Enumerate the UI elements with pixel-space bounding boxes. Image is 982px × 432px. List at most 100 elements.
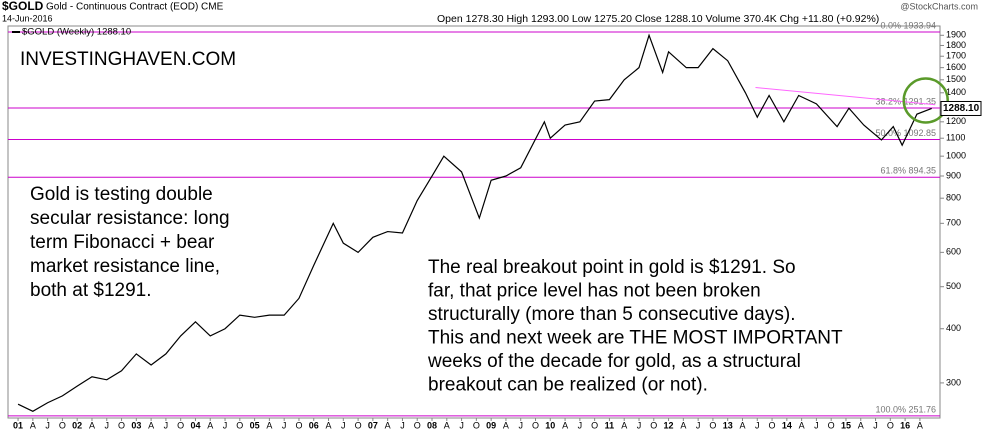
fib-label: 100.0% 251.76 <box>875 404 936 414</box>
x-tick-label: A <box>89 420 95 430</box>
x-tick-label: 08 <box>427 420 437 430</box>
x-tick-label: J <box>518 420 523 430</box>
x-tick-label: 09 <box>486 420 496 430</box>
y-tick-label: 700 <box>946 218 961 228</box>
x-tick-label: A <box>917 420 923 430</box>
x-tick-label: A <box>30 420 36 430</box>
x-tick-label: 11 <box>605 420 615 430</box>
y-tick-label: 1400 <box>946 87 966 97</box>
x-tick-label: A <box>385 420 391 430</box>
chart-subtitle: Gold - Continuous Contract (EOD) CME <box>46 2 224 13</box>
fib-label: 0.0% 1933.94 <box>880 20 936 30</box>
x-tick-label: A <box>207 420 213 430</box>
x-tick-label: 05 <box>250 420 260 430</box>
annotation-line: term Fibonacci + bear <box>30 232 215 253</box>
source: @StockCharts.com <box>900 1 978 11</box>
y-tick-label: 900 <box>946 170 961 180</box>
y-tick-label: 1600 <box>946 62 966 72</box>
fib-label: 61.8% 894.35 <box>880 166 936 176</box>
y-tick-label: 1000 <box>946 151 966 161</box>
x-tick-label: A <box>858 420 864 430</box>
annotation-line: market resistance line, <box>30 256 220 277</box>
x-tick-label: A <box>148 420 154 430</box>
x-tick-label: O <box>177 420 184 430</box>
y-tick-label: 1700 <box>946 51 966 61</box>
annotation-line: far, that price level has not been broke… <box>428 281 761 302</box>
x-tick-label: J <box>341 420 346 430</box>
y-tick-label: 600 <box>946 247 961 257</box>
y-tick-label: 500 <box>946 281 961 291</box>
x-tick-label: J <box>696 420 701 430</box>
x-tick-label: 14 <box>782 420 792 430</box>
x-tick-label: 03 <box>131 420 141 430</box>
annotation: The real breakout point in gold is $1291… <box>427 257 843 396</box>
quote: Open 1278.30 High 1293.00 Low 1275.20 Cl… <box>437 13 879 25</box>
x-tick-label: 02 <box>72 420 82 430</box>
y-tick-label: 1200 <box>946 116 966 126</box>
x-tick-label: O <box>887 420 894 430</box>
x-tick-label: 01 <box>13 420 23 430</box>
y-tick-label: 1500 <box>946 74 966 84</box>
x-tick-label: J <box>223 420 228 430</box>
y-tick-label: 800 <box>946 193 961 203</box>
legend-label: $GOLD (Weekly) 1288.10 <box>22 27 131 38</box>
x-tick-label: A <box>739 420 745 430</box>
x-tick-label: A <box>562 420 568 430</box>
annotation-line: weeks of the decade for gold, as a struc… <box>427 351 801 372</box>
x-tick-label: J <box>400 420 405 430</box>
x-tick-label: J <box>873 420 878 430</box>
x-tick-label: O <box>118 420 125 430</box>
x-tick-label: J <box>814 420 819 430</box>
x-tick-label: J <box>755 420 760 430</box>
x-tick-label: 15 <box>841 420 851 430</box>
x-tick-label: O <box>414 420 421 430</box>
x-tick-label: 06 <box>309 420 319 430</box>
y-tick-label: 300 <box>946 377 961 387</box>
x-tick-label: 12 <box>664 420 674 430</box>
annotation-line: both at $1291. <box>30 280 152 301</box>
x-tick-label: J <box>105 420 110 430</box>
x-tick-label: O <box>709 420 716 430</box>
y-tick-label: 400 <box>946 323 961 333</box>
x-tick-label: J <box>45 420 50 430</box>
fib-label: 50.0% 1092.85 <box>875 128 936 138</box>
resistance-line <box>755 86 936 106</box>
x-tick-label: J <box>578 420 583 430</box>
x-tick-label: O <box>828 420 835 430</box>
x-tick-label: O <box>59 420 66 430</box>
x-tick-label: A <box>799 420 805 430</box>
x-tick-label: A <box>621 420 627 430</box>
highlight-circle <box>902 77 949 124</box>
annotation-line: Gold is testing double <box>30 184 213 205</box>
x-tick-label: A <box>444 420 450 430</box>
x-tick-label: J <box>164 420 169 430</box>
annotation-line: breakout can be realized (or not). <box>428 375 708 396</box>
x-tick-label: A <box>680 420 686 430</box>
annotation-line: structurally (more than 5 consecutive da… <box>428 304 796 325</box>
x-tick-label: J <box>282 420 287 430</box>
x-tick-label: O <box>650 420 657 430</box>
x-tick-label: 10 <box>545 420 555 430</box>
x-tick-label: O <box>355 420 362 430</box>
annotation: Gold is testing double secular resistance… <box>30 184 230 301</box>
x-tick-label: 13 <box>723 420 733 430</box>
x-tick-label: O <box>295 420 302 430</box>
y-tick-label: 1900 <box>946 30 966 40</box>
last-price-label: 1288.10 <box>943 103 980 114</box>
x-tick-label: O <box>591 420 598 430</box>
x-tick-label: A <box>326 420 332 430</box>
annotation-line: The real breakout point in gold is $1291… <box>428 257 796 278</box>
y-tick-label: 1800 <box>946 40 966 50</box>
y-tick-label: 1100 <box>946 133 965 143</box>
x-tick-label: J <box>459 420 464 430</box>
x-tick-label: O <box>473 420 480 430</box>
x-tick-label: 07 <box>368 420 378 430</box>
fib-label: 38.2% 1291.35 <box>875 96 936 106</box>
last-price-box <box>940 100 982 116</box>
x-tick-label: A <box>266 420 272 430</box>
chart-date: 14-Jun-2016 <box>2 13 53 23</box>
chart-title: $GOLD <box>2 0 44 13</box>
x-tick-label: A <box>503 420 509 430</box>
